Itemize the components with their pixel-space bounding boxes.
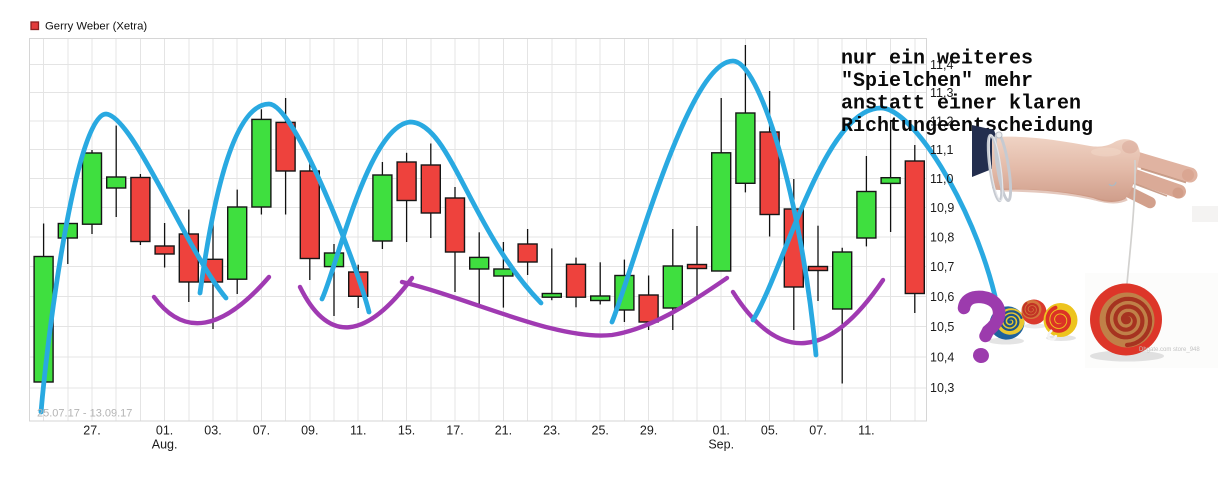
svg-text:11,1: 11,1 — [930, 143, 953, 157]
svg-text:23.: 23. — [543, 424, 560, 438]
svg-text:09.: 09. — [301, 424, 318, 438]
svg-text:25.07.17 - 13.09.17: 25.07.17 - 13.09.17 — [37, 408, 132, 420]
svg-text:11,2: 11,2 — [930, 115, 953, 129]
svg-text:10,4: 10,4 — [930, 351, 954, 365]
svg-text:Richtungeentscheidung: Richtungeentscheidung — [841, 115, 1093, 138]
svg-text:11,0: 11,0 — [930, 172, 953, 186]
svg-text:03.: 03. — [204, 424, 221, 438]
svg-text:15.: 15. — [398, 424, 415, 438]
svg-text:10,9: 10,9 — [930, 201, 954, 215]
svg-text:07.: 07. — [809, 424, 826, 438]
svg-text:Aug.: Aug. — [152, 438, 178, 452]
svg-text:11.: 11. — [858, 424, 874, 438]
svg-text:Sep.: Sep. — [708, 438, 734, 452]
svg-text:nur ein weiteres: nur ein weiteres — [841, 48, 1033, 71]
svg-text:11.: 11. — [350, 424, 366, 438]
svg-text:10,5: 10,5 — [930, 320, 954, 334]
svg-text:10,7: 10,7 — [930, 260, 954, 274]
svg-text:25.: 25. — [592, 424, 609, 438]
svg-text:11,4: 11,4 — [930, 58, 953, 72]
svg-text:"Spielchen" mehr: "Spielchen" mehr — [841, 70, 1033, 93]
svg-text:21.: 21. — [495, 424, 512, 438]
svg-text:Dhgate.com store_948: Dhgate.com store_948 — [1139, 347, 1200, 353]
svg-text:07.: 07. — [253, 424, 270, 438]
svg-text:27.: 27. — [83, 424, 100, 438]
svg-text:29.: 29. — [640, 424, 657, 438]
svg-text:10,8: 10,8 — [930, 230, 954, 244]
svg-text:10,6: 10,6 — [930, 290, 954, 304]
svg-text:anstatt einer klaren: anstatt einer klaren — [841, 93, 1081, 116]
svg-text:17.: 17. — [446, 424, 463, 438]
svg-text:Gerry Weber (Xetra): Gerry Weber (Xetra) — [45, 21, 147, 33]
svg-text:01.: 01. — [156, 424, 173, 438]
svg-text:10,3: 10,3 — [930, 381, 954, 395]
svg-text:01.: 01. — [713, 424, 730, 438]
svg-text:05.: 05. — [761, 424, 778, 438]
svg-text:11,3: 11,3 — [930, 86, 953, 100]
